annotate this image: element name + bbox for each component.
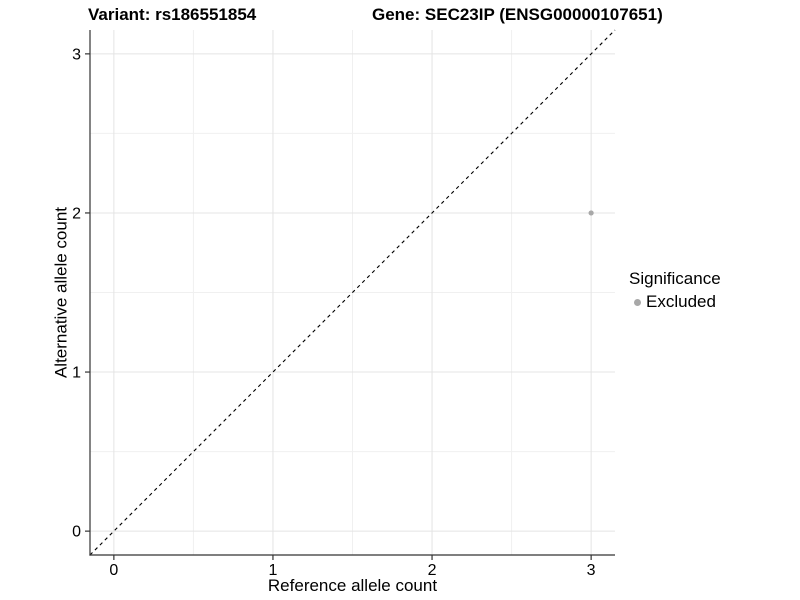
x-tick-label: 1 xyxy=(269,562,278,579)
legend-entry-excluded: Excluded xyxy=(629,292,721,312)
identity-reference-line xyxy=(89,29,616,556)
data-point xyxy=(588,210,594,216)
y-tick-label: 2 xyxy=(72,205,81,222)
y-axis-title: Alternative allele count xyxy=(51,206,71,379)
x-tick-label: 3 xyxy=(587,562,596,579)
x-axis-title: Reference allele count xyxy=(267,576,438,595)
legend-entry-label: Excluded xyxy=(646,292,716,311)
x-tick-label: 2 xyxy=(428,562,437,579)
legend-title: Significance xyxy=(629,269,721,288)
gene-title: Gene: SEC23IP (ENSG00000107651) xyxy=(372,5,663,24)
y-tick-label: 1 xyxy=(72,365,81,382)
x-tick-label: 0 xyxy=(109,562,118,579)
y-tick-label: 3 xyxy=(72,46,81,63)
legend: Significance Excluded xyxy=(629,269,721,312)
y-tick-label: 0 xyxy=(72,524,81,541)
legend-point-icon xyxy=(634,298,641,306)
variant-title: Variant: rs186551854 xyxy=(88,5,257,24)
